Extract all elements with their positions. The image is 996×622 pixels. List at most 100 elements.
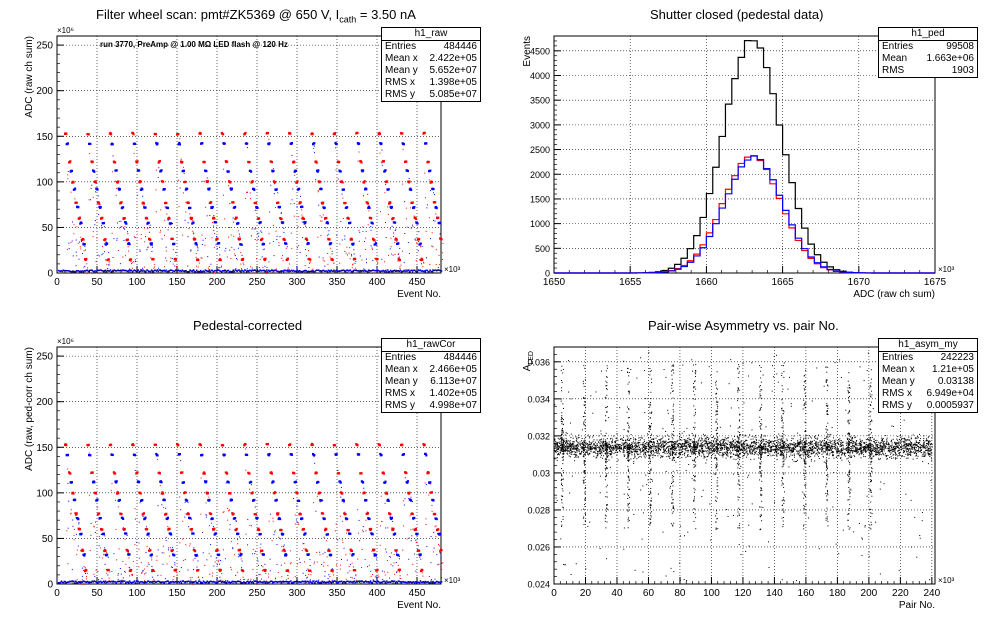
data-point [394,242,396,244]
data-point [128,553,131,556]
data-point [570,453,572,455]
data-point [722,438,724,440]
data-point [346,271,348,273]
data-point [87,443,90,446]
data-point [257,235,259,237]
data-point [225,482,227,484]
data-point [101,581,104,583]
data-point [309,565,311,567]
data-point [431,270,433,273]
data-point [304,265,306,267]
data-point [436,580,438,583]
data-point [252,553,254,555]
data-point [172,580,174,583]
data-point [77,270,79,272]
data-point [246,544,248,546]
data-point [81,579,83,581]
data-point [171,258,173,260]
data-point [341,269,344,272]
data-point [127,246,129,248]
data-point [82,237,85,241]
data-point [252,548,254,550]
data-point [923,439,925,441]
data-point [313,145,315,147]
data-point [72,525,74,527]
data-point [155,211,157,213]
data-point [250,578,252,580]
data-point [92,236,94,238]
data-point [200,513,202,515]
data-point [113,581,115,583]
data-point [249,192,251,194]
data-point [377,262,379,264]
data-point [428,179,430,181]
data-point [432,246,434,248]
data-point [856,450,858,452]
data-point [212,575,214,577]
data-point [389,581,391,583]
data-point [739,449,741,451]
data-point [801,457,803,459]
data-point [307,580,309,583]
data-point [70,169,73,173]
data-point [262,269,264,272]
data-point [163,188,166,191]
data-point [109,264,111,266]
data-point [638,442,640,444]
data-point [243,270,245,273]
data-point [322,259,324,261]
data-point [631,454,633,456]
data-point [280,564,282,566]
data-point [246,580,249,583]
data-point [112,471,115,474]
data-point [208,581,211,584]
data-point [570,450,572,452]
data-point [67,563,69,565]
x-tick-label: 250 [249,277,266,288]
data-point [247,270,250,273]
data-point [438,254,440,256]
data-point [801,446,803,448]
data-point [357,580,359,582]
data-point [342,218,344,220]
data-point [426,204,428,206]
data-point [266,269,268,271]
data-point [902,438,904,440]
data-point [192,221,195,224]
data-point [164,270,166,272]
data-point [587,447,589,449]
data-point [411,224,413,226]
data-point [282,582,284,584]
data-point [235,527,238,531]
data-point [290,270,292,272]
data-point [785,455,787,457]
data-point [221,580,224,583]
data-point [408,581,410,583]
data-point [836,446,838,448]
data-point [134,518,136,520]
data-point [189,577,191,579]
stats-value: 484446 [443,352,477,363]
stats-value: 1.398e+05 [429,77,477,88]
data-point [199,272,201,274]
data-point [687,438,689,440]
data-point [163,507,165,509]
data-point [89,153,91,155]
data-point [147,562,149,564]
data-point [94,220,96,222]
data-point [581,437,583,439]
data-point [277,270,280,273]
data-point [923,453,925,455]
data-point [124,538,126,540]
data-point [213,247,215,249]
data-point [337,539,339,541]
data-point [323,206,326,209]
data-point [334,580,336,582]
data-point [148,535,150,537]
data-point [90,188,92,190]
data-point [115,187,117,189]
data-point [688,439,690,441]
data-point [345,269,348,272]
data-point [555,441,557,443]
data-point [403,581,405,583]
